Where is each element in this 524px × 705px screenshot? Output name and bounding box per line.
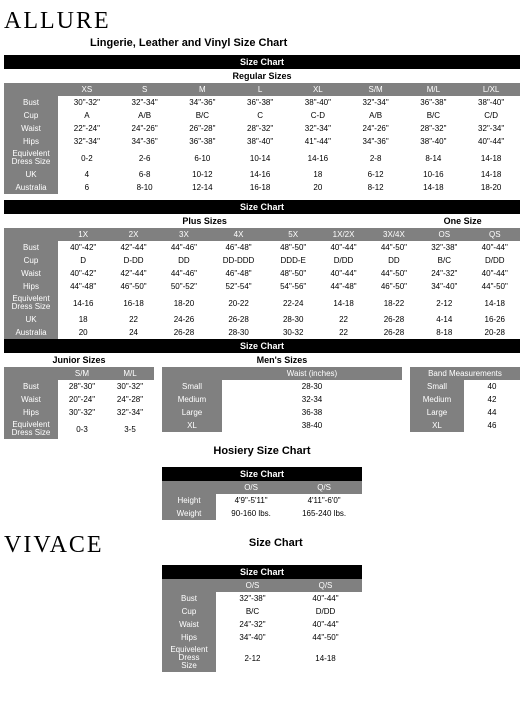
allure-title: Lingerie, Leather and Vinyl Size Chart: [0, 37, 524, 55]
regular-sizes-head: Regular Sizes: [4, 69, 520, 83]
size-chart-bar: Size Chart: [4, 55, 520, 69]
band-table: Band Measurements Small40Medium42Large44…: [410, 367, 520, 432]
size-chart-bar-3: Size Chart: [4, 339, 520, 353]
vivace-table: O/SQ/S Bust32"-38"40"-44"CupB/CD/DDWaist…: [162, 579, 362, 672]
mens-table: Waist (inches) Small28-30Medium32-34Larg…: [162, 367, 402, 432]
vivace-brand: VIVACE: [0, 524, 108, 561]
band-head: Band Measurements: [410, 367, 520, 380]
size-chart-bar-2: Size Chart: [4, 200, 520, 214]
plus-sizes-head: Plus Sizes: [4, 214, 405, 228]
junior-table: S/MM/L Bust28"-30"30"-32"Waist20"-24"24"…: [4, 367, 154, 439]
allure-brand: ALLURE: [0, 0, 524, 37]
plus-table: 1X2X3X4X5X1X/2X3X/4XOSQS Bust40"-42"42"-…: [4, 228, 520, 339]
vivace-bar: Size Chart: [162, 565, 362, 579]
junior-head: Junior Sizes: [4, 353, 154, 367]
hosiery-title: Hosiery Size Chart: [0, 439, 524, 463]
vivace-title: Size Chart: [108, 531, 524, 555]
hosiery-bar: Size Chart: [162, 467, 362, 481]
waist-inches-head: Waist (inches): [222, 367, 402, 380]
regular-table: XSSMLXLS/MM/LL/XL Bust30"-32"32"-34"34"-…: [4, 83, 520, 194]
one-size-head: One Size: [405, 214, 520, 228]
hosiery-table: O/SQ/S Height4'9"-5'11"4'11"-6'0"Weight9…: [162, 481, 362, 520]
mens-head: Men's Sizes: [162, 353, 402, 367]
